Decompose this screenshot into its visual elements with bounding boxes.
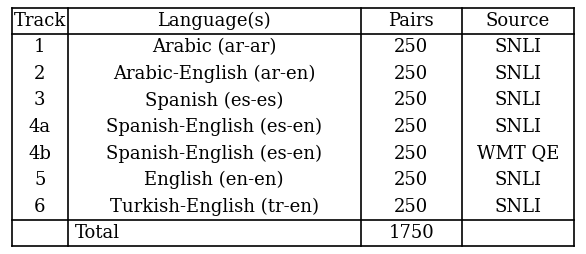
Text: 250: 250 — [394, 198, 428, 216]
Text: 1750: 1750 — [389, 224, 434, 242]
Text: 3: 3 — [34, 91, 46, 109]
Text: 250: 250 — [394, 65, 428, 83]
Text: Track: Track — [13, 12, 66, 30]
Text: 1: 1 — [34, 38, 46, 56]
Text: 250: 250 — [394, 38, 428, 56]
Text: Source: Source — [486, 12, 550, 30]
Text: 2: 2 — [34, 65, 46, 83]
Text: 6: 6 — [34, 198, 46, 216]
Text: 4a: 4a — [29, 118, 51, 136]
Text: SNLI: SNLI — [495, 118, 541, 136]
Text: Spanish-English (es-en): Spanish-English (es-en) — [106, 118, 322, 136]
Text: Pairs: Pairs — [389, 12, 434, 30]
Text: SNLI: SNLI — [495, 91, 541, 109]
Text: SNLI: SNLI — [495, 65, 541, 83]
Text: Language(s): Language(s) — [158, 12, 271, 30]
Text: 250: 250 — [394, 171, 428, 189]
Text: SNLI: SNLI — [495, 38, 541, 56]
Text: English (en-en): English (en-en) — [145, 171, 284, 189]
Text: 250: 250 — [394, 145, 428, 163]
Text: Spanish (es-es): Spanish (es-es) — [145, 91, 284, 109]
Text: WMT QE: WMT QE — [477, 145, 559, 163]
Text: 5: 5 — [34, 171, 46, 189]
Text: Total: Total — [75, 224, 120, 242]
Text: Turkish-English (tr-en): Turkish-English (tr-en) — [110, 197, 319, 216]
Text: Arabic (ar-ar): Arabic (ar-ar) — [152, 38, 277, 56]
Text: 4b: 4b — [28, 145, 52, 163]
Text: Arabic-English (ar-en): Arabic-English (ar-en) — [113, 65, 315, 83]
Text: 250: 250 — [394, 91, 428, 109]
Text: 250: 250 — [394, 118, 428, 136]
Text: Spanish-English (es-en): Spanish-English (es-en) — [106, 145, 322, 163]
Text: SNLI: SNLI — [495, 198, 541, 216]
Text: SNLI: SNLI — [495, 171, 541, 189]
